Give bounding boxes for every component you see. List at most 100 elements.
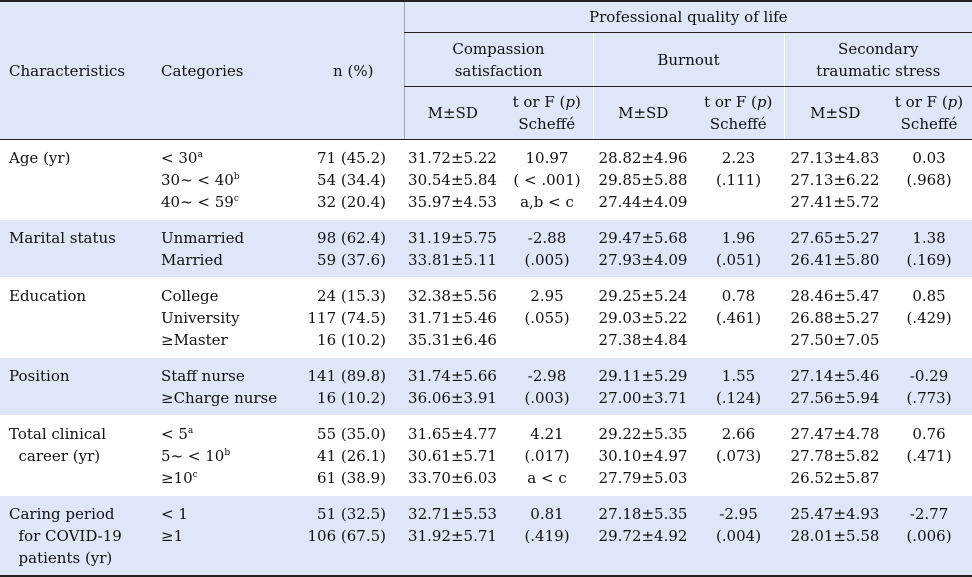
group-superscript: a — [197, 150, 203, 160]
sts-msd-cell-line: 27.14±5.46 — [790, 367, 880, 385]
cs-msd-cell-line: 33.81±5.11 — [408, 251, 497, 269]
sts-msd-cell-line: 27.47±4.78 — [790, 425, 880, 443]
category-label: University — [161, 309, 240, 327]
n-cell-line: 54 (34.4) — [317, 171, 386, 189]
characteristic-cell: Marital status — [0, 219, 155, 278]
sts-test-cell-line: -2.77 — [909, 505, 949, 523]
cs-test-cell-line: (.419) — [524, 527, 570, 545]
sts-test-cell-line: (.169) — [906, 251, 952, 269]
sts-msd-cell: 28.46±5.47 26.88±5.27 27.50±7.05 — [784, 277, 886, 358]
characteristic-cell: Caring period for COVID-19 patients (yr) — [0, 495, 155, 576]
n-cell: 71 (45.2) 54 (34.4) 32 (20.4) — [303, 139, 404, 220]
n-cell: 51 (32.5) 106 (67.5) — [303, 495, 404, 576]
sts-test-cell: -2.77 (.006) — [886, 495, 972, 576]
n-cell-line: 61 (38.9) — [317, 469, 386, 487]
cs-test-cell: 10.97 ( < .001) a,b < c — [501, 139, 593, 220]
n-cell-line: 24 (15.3) — [317, 287, 386, 305]
bo-msd-cell: 27.18±5.35 29.72±4.92 — [593, 495, 693, 576]
bo-test-cell-line: 1.55 — [721, 367, 756, 385]
bo-test-cell-line: (.004) — [715, 527, 762, 545]
characteristic-cell-line: Position — [9, 367, 70, 385]
sts-msd-cell: 27.65±5.27 26.41±5.80 — [784, 219, 886, 278]
sts-msd-cell-line: 26.41±5.80 — [790, 251, 880, 269]
category-label: ≥10c — [161, 469, 198, 487]
bo-test-cell-line: 2.66 — [721, 425, 756, 443]
cs-msd-cell: 32.71±5.53 31.92±5.71 — [404, 495, 501, 576]
n-cell-line: 117 (74.5) — [307, 309, 386, 327]
category-label: ≥Master — [161, 331, 228, 349]
bo-test-cell-line: -2.95 — [719, 505, 758, 523]
sts-msd-cell-line: 27.78±5.82 — [790, 447, 880, 465]
n-cell: 55 (35.0) 41 (26.1) 61 (38.9) — [303, 415, 404, 496]
n-cell-line: 16 (10.2) — [317, 331, 386, 349]
sts-msd-cell-line: 25.47±4.93 — [790, 505, 880, 523]
header-characteristics: Characteristics — [0, 1, 155, 140]
sts-msd-cell-line: 27.50±7.05 — [790, 331, 880, 349]
sts-test-cell-line: 0.85 — [912, 287, 946, 305]
n-cell: 141 (89.8) 16 (10.2) — [303, 357, 404, 416]
sts-test-cell-line: 1.38 — [912, 229, 946, 247]
n-cell: 98 (62.4) 59 (37.6) — [303, 219, 404, 278]
category-cell: < 1 ≥1 — [155, 495, 303, 576]
sts-msd-cell-line: 27.13±4.83 — [790, 149, 880, 167]
bo-test-cell-line: (.124) — [715, 389, 762, 407]
cs-test-cell-line: a,b < c — [520, 193, 574, 211]
n-cell-line: 106 (67.5) — [307, 527, 386, 545]
bo-msd-cell-line: 29.85±5.88 — [598, 171, 688, 189]
bo-test-cell: 2.23 (.111) — [693, 139, 784, 220]
sts-test-cell-line: (.006) — [906, 527, 952, 545]
bo-msd-cell-line: 28.82±4.96 — [598, 149, 688, 167]
bo-test-cell-line: (.051) — [715, 251, 762, 269]
sts-msd-cell-line: 27.13±6.22 — [790, 171, 880, 189]
bo-test-cell: 0.78 (.461) — [693, 277, 784, 358]
category-cell: College University ≥Master — [155, 277, 303, 358]
table-row: Age (yr) < 30a 30~ < 40b 40~ < 59c 71 (45.2)… — [0, 139, 972, 220]
bo-msd-cell-line: 29.03±5.22 — [598, 309, 688, 327]
cs-test-cell-line: -2.98 — [527, 367, 567, 385]
sts-test-cell: 0.85 (.429) — [886, 277, 972, 358]
table-row: Caring period for COVID-19 patients (yr)… — [0, 495, 972, 576]
bo-msd-cell-line: 27.18±5.35 — [598, 505, 688, 523]
header-categories: Categories — [155, 1, 303, 140]
category-label: ≥1 — [161, 527, 184, 545]
header-cs-msd: M±SD — [403, 86, 501, 140]
header-compassion-satisfaction: Compassion satisfaction — [403, 32, 593, 87]
n-cell-line: 55 (35.0) — [317, 425, 386, 443]
cs-test-cell-line: 0.81 — [530, 505, 564, 523]
sts-msd-cell-line: 27.65±5.27 — [790, 229, 880, 247]
cs-test-cell: -2.88 (.005) — [501, 219, 593, 278]
group-superscript: b — [224, 448, 231, 458]
characteristic-cell-line: Education — [9, 287, 87, 305]
cs-msd-cell-line: 31.72±5.22 — [408, 149, 497, 167]
sts-test-cell-line: (.968) — [906, 171, 952, 189]
cs-test-cell-line: (.003) — [524, 389, 570, 407]
group-superscript: c — [192, 470, 198, 480]
cs-test-cell-line: a < c — [527, 469, 567, 487]
category-cell: Unmarried Married — [155, 219, 303, 278]
bo-msd-cell-line: 29.22±5.35 — [598, 425, 688, 443]
header-sts-msd: M±SD — [783, 86, 886, 140]
header-bo-t: t or F (p) Scheffé — [693, 86, 784, 140]
sts-msd-cell: 25.47±4.93 28.01±5.58 — [784, 495, 886, 576]
sts-msd-cell: 27.13±4.83 27.13±6.22 27.41±5.72 — [784, 139, 886, 220]
category-label: Married — [161, 251, 223, 269]
table-row: Marital status Unmarried Married 98 (62.4) 5… — [0, 219, 972, 278]
sts-msd-cell-line: 28.46±5.47 — [790, 287, 880, 305]
header-n: n (%) — [303, 1, 404, 140]
sts-msd-cell-line: 27.41±5.72 — [790, 193, 880, 211]
cs-msd-cell: 31.19±5.75 33.81±5.11 — [404, 219, 501, 278]
sts-test-cell: 0.76 (.471) — [886, 415, 972, 496]
sts-msd-cell-line: 27.56±5.94 — [790, 389, 880, 407]
cs-msd-cell-line: 32.38±5.56 — [408, 287, 497, 305]
group-superscript: c — [233, 194, 239, 204]
n-cell-line: 141 (89.8) — [307, 367, 386, 385]
bo-test-cell-line: (.111) — [715, 171, 762, 189]
cs-msd-cell-line: 33.70±6.03 — [408, 469, 497, 487]
group-superscript: a — [187, 426, 194, 436]
bo-test-cell: 1.55 (.124) — [693, 357, 784, 416]
sts-test-cell: 1.38 (.169) — [886, 219, 972, 278]
cs-test-cell-line: 2.95 — [530, 287, 564, 305]
cs-test-cell-line: 10.97 — [525, 149, 569, 167]
bo-msd-cell-line: 27.00±3.71 — [598, 389, 688, 407]
bo-msd-cell: 29.25±5.24 29.03±5.22 27.38±4.84 — [593, 277, 693, 358]
